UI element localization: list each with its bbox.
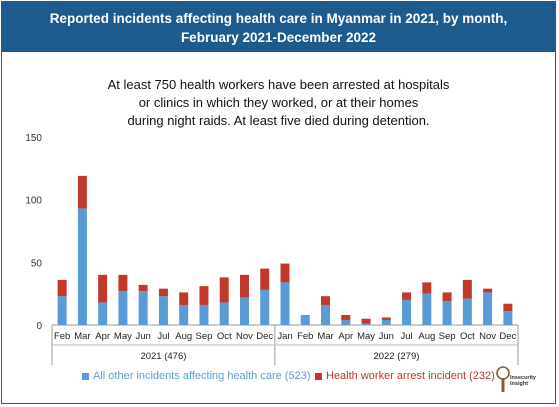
- bar-other-incidents: [341, 319, 351, 325]
- x-tick-label: Apr: [95, 331, 110, 342]
- chart-title-line2: February 2021-December 2022: [180, 30, 377, 45]
- x-tick-label: Jun: [136, 331, 151, 342]
- logo-line1: Insecurity: [510, 375, 536, 381]
- x-tick-label: Jul: [157, 331, 169, 342]
- bar-arrest-incidents: [321, 296, 331, 305]
- annotation-line2: or clinics in which they worked, or at t…: [138, 95, 419, 110]
- legend-label-arrest: Health worker arrest incident (232): [326, 370, 495, 382]
- bar-other-incidents: [199, 304, 209, 325]
- bar-other-incidents: [98, 302, 108, 325]
- x-tick-label: Nov: [479, 331, 496, 342]
- x-tick-label: Oct: [217, 331, 232, 342]
- bar-other-incidents: [239, 297, 249, 325]
- chart-header: Reported incidents affecting health care…: [2, 2, 555, 52]
- legend-item-arrest: Health worker arrest incident (232): [315, 370, 495, 382]
- logo-mark-icon: [496, 366, 510, 392]
- x-tick-label: Sep: [439, 331, 456, 342]
- x-tick-label: Oct: [460, 331, 475, 342]
- bar-other-incidents: [462, 298, 472, 325]
- bar-other-incidents: [422, 293, 432, 325]
- bar-other-incidents: [158, 296, 168, 325]
- y-tick-label: 100: [25, 196, 42, 207]
- x-tick-label: Apr: [338, 331, 353, 342]
- bar-other-incidents: [280, 282, 290, 325]
- bar-arrest-incidents: [77, 175, 87, 209]
- bar-arrest-incidents: [239, 274, 249, 298]
- bar-other-incidents: [260, 289, 270, 325]
- x-tick-label: May: [357, 331, 375, 342]
- bar-arrest-incidents: [57, 279, 67, 297]
- bar-other-incidents: [300, 314, 310, 325]
- x-tick-label: Jun: [379, 331, 394, 342]
- x-tick-label: Dec: [256, 331, 273, 342]
- bar-arrest-incidents: [98, 274, 108, 303]
- legend-swatch-arrest: [315, 372, 322, 380]
- chart-title-line1: Reported incidents affecting health care…: [49, 11, 508, 26]
- bar-arrest-incidents: [118, 274, 128, 292]
- x-tick-label: Mar: [74, 331, 90, 342]
- legend-item-other: All other incidents affecting health car…: [82, 370, 310, 382]
- bar-other-incidents: [57, 296, 67, 325]
- x-group-label: 2021 (476): [140, 351, 186, 362]
- x-tick-label: Sep: [196, 331, 213, 342]
- y-tick-label: 0: [36, 321, 42, 332]
- bar-arrest-incidents: [503, 303, 513, 312]
- x-tick-label: Mar: [317, 331, 333, 342]
- bar-arrest-incidents: [422, 282, 432, 294]
- bar-arrest-incidents: [219, 277, 229, 303]
- legend-swatch-other: [82, 372, 89, 380]
- y-tick-label: 150: [25, 133, 42, 144]
- bar-arrest-incidents: [158, 288, 168, 297]
- chart-legend: All other incidents affecting health car…: [2, 370, 555, 388]
- x-tick-label: Aug: [175, 331, 192, 342]
- bar-arrest-incidents: [199, 286, 209, 305]
- bar-arrest-incidents: [179, 292, 189, 305]
- x-tick-label: Feb: [297, 331, 313, 342]
- annotation-line1: At least 750 health workers have been ar…: [107, 77, 450, 92]
- bar-other-incidents: [381, 319, 391, 325]
- bar-other-incidents: [179, 304, 189, 325]
- bar-arrest-incidents: [280, 263, 290, 283]
- x-tick-label: Nov: [236, 331, 253, 342]
- bar-arrest-incidents: [341, 314, 351, 320]
- bar-other-incidents: [77, 208, 87, 325]
- bar-arrest-incidents: [483, 288, 493, 293]
- bar-arrest-incidents: [462, 279, 472, 299]
- legend-label-other: All other incidents affecting health car…: [93, 370, 311, 382]
- x-tick-label: Dec: [499, 331, 516, 342]
- bar-arrest-incidents: [442, 292, 452, 302]
- bar-arrest-incidents: [381, 317, 391, 320]
- bar-other-incidents: [361, 323, 371, 325]
- x-group-label: 2022 (279): [373, 351, 419, 362]
- bar-arrest-incidents: [260, 268, 270, 290]
- bar-other-incidents: [442, 301, 452, 325]
- bar-other-incidents: [503, 311, 513, 325]
- y-tick-label: 50: [31, 258, 43, 269]
- chart-annotation: At least 750 health workers have been ar…: [2, 76, 555, 130]
- x-tick-label: May: [114, 331, 132, 342]
- bar-arrest-incidents: [138, 284, 148, 292]
- bar-other-incidents: [138, 291, 148, 325]
- bar-other-incidents: [219, 302, 229, 325]
- bar-arrest-incidents: [361, 318, 371, 324]
- x-tick-label: Jan: [277, 331, 292, 342]
- bar-arrest-incidents: [402, 292, 412, 300]
- annotation-line3: during night raids. At least five died d…: [127, 113, 430, 128]
- insecurity-insight-logo: Insecurity Insight: [496, 365, 546, 395]
- logo-text: Insecurity Insight: [510, 375, 536, 387]
- bar-other-incidents: [402, 299, 412, 325]
- bar-other-incidents: [483, 292, 493, 325]
- logo-line2: Insight: [510, 381, 529, 387]
- bar-other-incidents: [118, 291, 128, 325]
- x-tick-label: Jul: [400, 331, 412, 342]
- bar-other-incidents: [321, 304, 331, 325]
- x-tick-label: Feb: [54, 331, 70, 342]
- x-tick-label: Aug: [418, 331, 435, 342]
